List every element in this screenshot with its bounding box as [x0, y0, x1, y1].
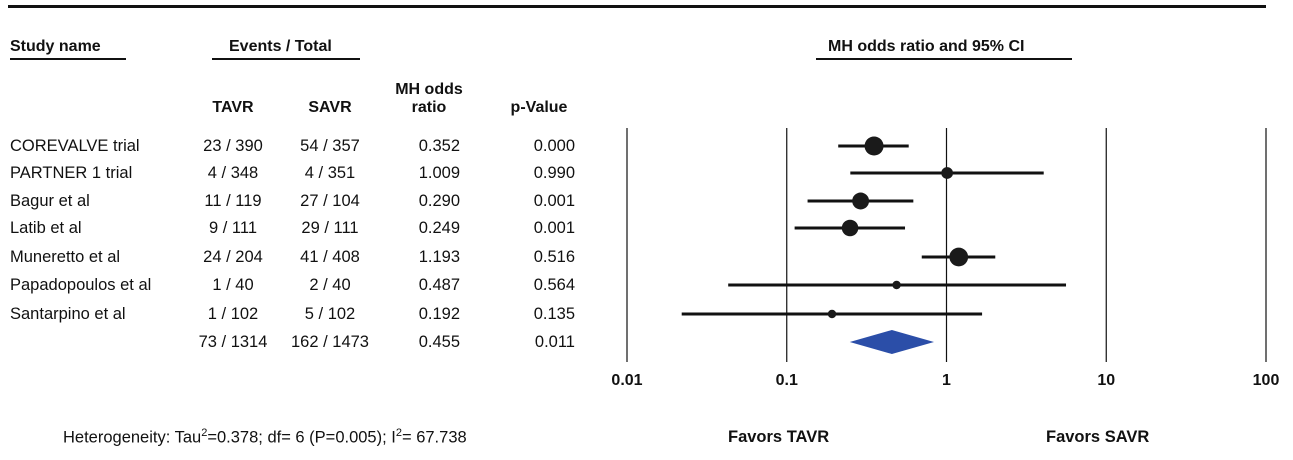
x-tick-label: 0.01	[611, 372, 642, 389]
events-total-underline	[212, 58, 360, 60]
odds-ratio-cell: 0.352	[418, 137, 460, 155]
x-tick-label: 10	[1097, 372, 1115, 389]
heterogeneity-mid: =0.378; df= 6 (P=0.005); I	[207, 428, 396, 447]
summary-p-value: 0.011	[534, 333, 575, 351]
x-tick-label: 1	[942, 372, 951, 389]
point-estimate-marker	[941, 167, 954, 179]
point-estimate-marker	[892, 280, 901, 290]
or-column-header-line1: MH odds	[395, 81, 463, 98]
tavr-events-cell: 1 / 102	[207, 305, 259, 323]
heterogeneity-suffix: = 67.738	[401, 428, 467, 447]
favors-savr-label: Favors SAVR	[1046, 428, 1150, 446]
tavr-events-cell: 24 / 204	[203, 248, 263, 266]
top-rule	[8, 5, 1266, 8]
tavr-events-cell: 4 / 348	[207, 164, 259, 182]
point-estimate-marker	[949, 247, 969, 267]
or-column-header-line2: ratio	[411, 99, 447, 116]
point-estimate-marker	[864, 136, 884, 156]
savr-events-cell: 41 / 408	[300, 248, 360, 266]
p-value-cell: 0.516	[533, 248, 575, 266]
study-name-cell: Muneretto et al	[10, 248, 121, 266]
summary-odds-ratio: 0.455	[418, 333, 460, 351]
savr-events-cell: 2 / 40	[309, 276, 351, 294]
odds-ratio-cell: 0.192	[418, 305, 460, 323]
study-name-underline	[10, 58, 126, 60]
odds-ratio-cell: 0.290	[418, 192, 460, 210]
study-name-cell: PARTNER 1 trial	[10, 164, 133, 182]
heterogeneity-sup2: 2	[395, 427, 402, 439]
p-value-column-header: p-Value	[510, 99, 568, 116]
savr-events-cell: 29 / 111	[301, 219, 359, 237]
odds-ratio-cell: 0.249	[418, 219, 460, 237]
savr-events-cell: 27 / 104	[300, 192, 360, 210]
savr-column-header: SAVR	[308, 99, 352, 116]
ci-title-header: MH odds ratio and 95% CI	[828, 38, 1025, 55]
savr-events-cell: 5 / 102	[304, 305, 356, 323]
heterogeneity-sup1: 2	[201, 427, 208, 439]
savr-events-cell: 54 / 357	[300, 137, 360, 155]
tavr-events-cell: 11 / 119	[204, 192, 262, 210]
tavr-events-cell: 1 / 40	[212, 276, 254, 294]
events-total-header: Events / Total	[229, 38, 332, 55]
study-name-cell: Santarpino et al	[10, 305, 126, 323]
summary-savr-events: 162 / 1473	[291, 333, 369, 351]
p-value-cell: 0.135	[533, 305, 575, 323]
p-value-cell: 0.990	[533, 164, 575, 182]
point-estimate-marker	[827, 309, 837, 319]
p-value-cell: 0.564	[533, 276, 575, 294]
ci-title-underline	[816, 58, 1072, 60]
study-name-cell: Papadopoulos et al	[10, 276, 152, 294]
tavr-column-header: TAVR	[212, 99, 254, 116]
study-name-header: Study name	[10, 38, 101, 55]
p-value-cell: 0.001	[533, 192, 575, 210]
p-value-cell: 0.001	[533, 219, 575, 237]
odds-ratio-cell: 1.193	[418, 248, 460, 266]
p-value-cell: 0.000	[533, 137, 575, 155]
summary-tavr-events: 73 / 1314	[198, 333, 268, 351]
heterogeneity-text: Heterogeneity: Tau2=0.378; df= 6 (P=0.00…	[63, 427, 467, 448]
tavr-events-cell: 23 / 390	[203, 137, 263, 155]
heterogeneity-prefix: Heterogeneity: Tau	[63, 428, 202, 447]
x-tick-label: 100	[1253, 372, 1280, 389]
odds-ratio-cell: 0.487	[418, 276, 460, 294]
point-estimate-marker	[852, 192, 870, 210]
savr-events-cell: 4 / 351	[304, 164, 356, 182]
summary-diamond	[849, 330, 934, 354]
x-tick-label: 0.1	[776, 372, 798, 389]
study-name-cell: Bagur et al	[10, 192, 90, 210]
odds-ratio-cell: 1.009	[418, 164, 460, 182]
favors-tavr-label: Favors TAVR	[728, 428, 830, 446]
point-estimate-marker	[841, 219, 859, 237]
tavr-events-cell: 9 / 111	[208, 219, 257, 237]
study-name-cell: Latib et al	[10, 219, 82, 237]
study-name-cell: COREVALVE trial	[10, 137, 140, 155]
